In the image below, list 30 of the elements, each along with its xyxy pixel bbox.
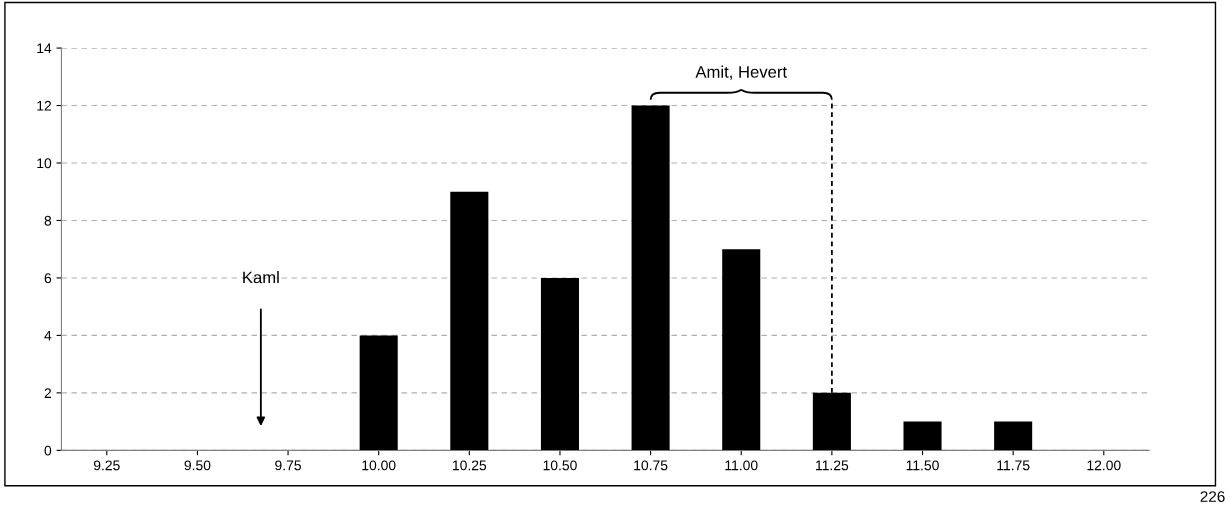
x-tick-label: 11.00 bbox=[725, 460, 758, 471]
x-tick-label: 10.50 bbox=[543, 460, 577, 471]
y-tick-label: 10 bbox=[37, 158, 52, 169]
x-tick-label: 11.50 bbox=[906, 460, 939, 471]
y-tick-label: 14 bbox=[37, 43, 52, 54]
text: 226 bbox=[1200, 491, 1225, 502]
bar bbox=[540, 277, 579, 451]
x-tick-label: 9.25 bbox=[93, 460, 120, 471]
annotation: Amit, Hevert bbox=[695, 65, 787, 80]
x-tick-label: 11.75 bbox=[997, 460, 1030, 471]
bar bbox=[903, 421, 942, 451]
x-tick-label: 11.25 bbox=[816, 460, 849, 471]
bar bbox=[450, 191, 489, 451]
bar bbox=[631, 105, 670, 451]
x-tick-label: 10.25 bbox=[453, 460, 487, 471]
x-tick-label: 9.50 bbox=[184, 460, 211, 471]
bar bbox=[994, 421, 1033, 451]
y-tick-label: 12 bbox=[37, 100, 52, 111]
annotation: Kaml bbox=[243, 271, 279, 284]
y-tick-label: 6 bbox=[44, 273, 52, 284]
x-tick-label: 9.75 bbox=[275, 460, 301, 471]
y-tick-label: 8 bbox=[44, 215, 52, 226]
y-tick-label: 4 bbox=[44, 330, 52, 341]
x-tick-label: 10.75 bbox=[634, 460, 668, 471]
y-tick-label: 0 bbox=[44, 445, 52, 456]
bar bbox=[359, 335, 398, 451]
x-tick-label: 12.00 bbox=[1087, 460, 1121, 471]
x-tick-label: 10.00 bbox=[362, 460, 396, 471]
bar bbox=[722, 249, 761, 451]
y-tick-label: 2 bbox=[44, 388, 52, 398]
